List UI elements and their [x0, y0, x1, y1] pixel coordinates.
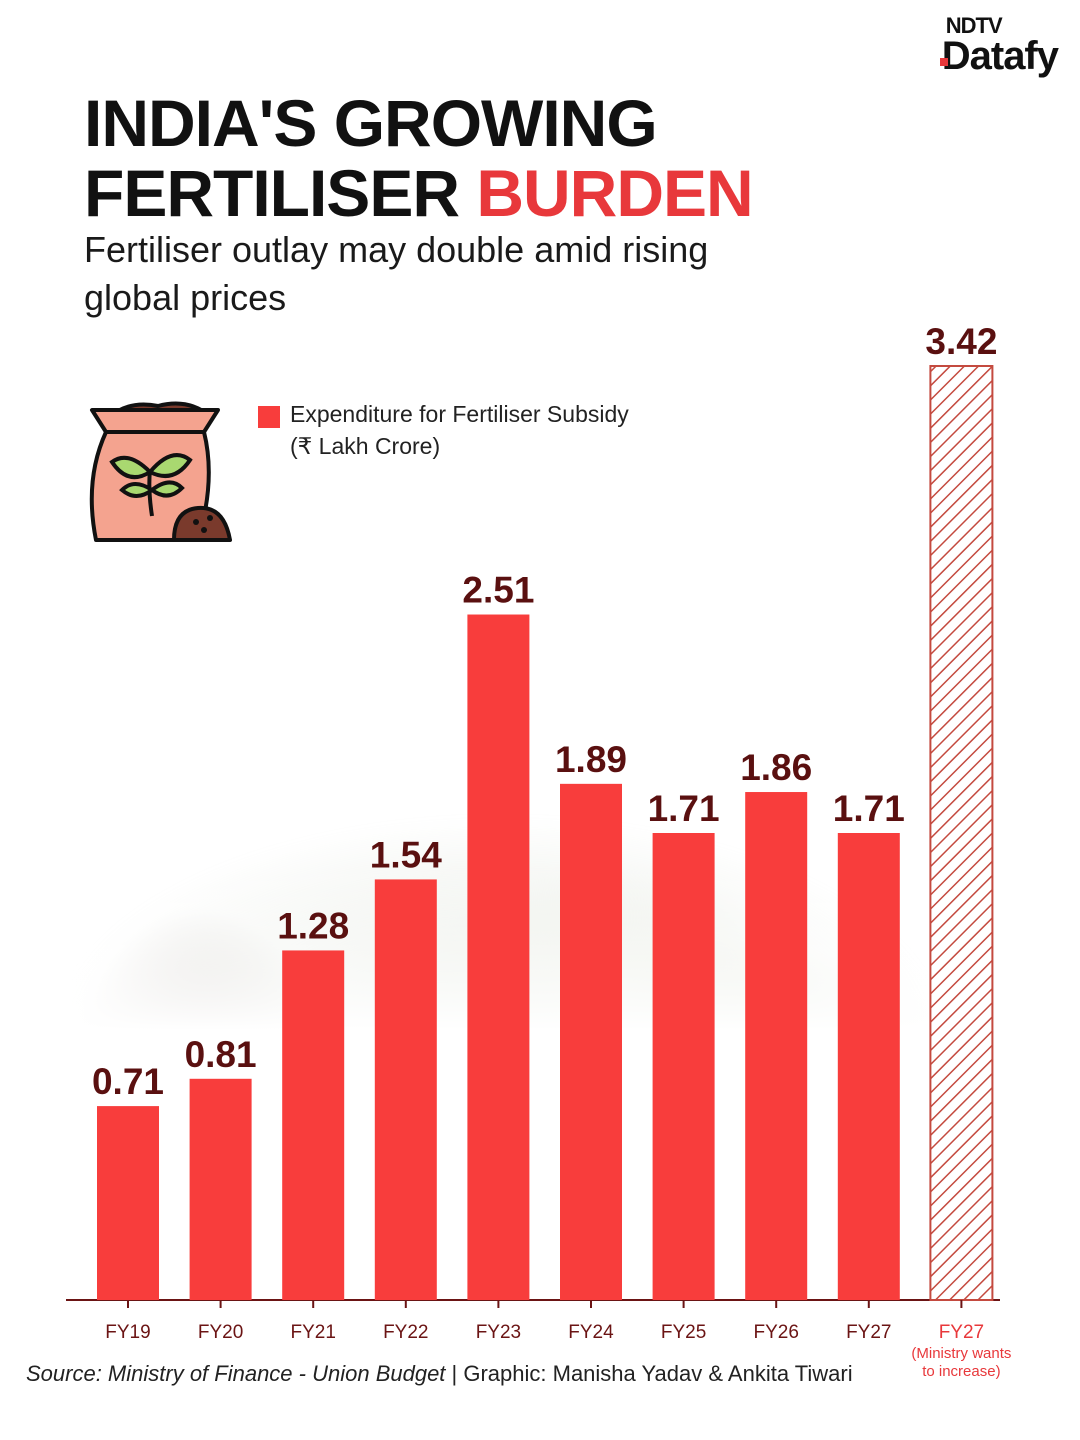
bar-value-label: 1.86	[740, 747, 812, 788]
bar	[97, 1106, 159, 1300]
x-tick-label: FY26	[753, 1322, 798, 1343]
x-tick-label: FY27	[939, 1322, 984, 1343]
bar	[189, 1078, 252, 1300]
bar-projected	[929, 365, 994, 1301]
bar	[745, 792, 808, 1300]
brand-line2: Datafy	[941, 34, 1059, 78]
projected-note-label: (Ministry wants	[911, 1345, 1011, 1362]
bar-value-label: 2.51	[462, 570, 534, 611]
title-line1: INDIA'S GROWING	[84, 86, 658, 160]
legend-swatch	[258, 406, 280, 428]
bar-value-label: 1.89	[555, 739, 627, 780]
title-accent: BURDEN	[476, 156, 753, 230]
source-note: Source: Ministry of Finance - Union Budg…	[26, 1361, 853, 1387]
legend-label: Expenditure for Fertiliser Subsidy	[290, 401, 629, 427]
bar	[282, 950, 345, 1300]
credit-text: | Graphic: Manisha Yadav & Ankita Tiwari	[445, 1361, 853, 1386]
source-text: Source: Ministry of Finance - Union Budg…	[26, 1361, 446, 1386]
bar-value-label: 0.81	[185, 1034, 257, 1075]
fertiliser-bag-icon	[78, 390, 238, 555]
x-tick-label: FY23	[476, 1322, 521, 1343]
x-tick-label: FY20	[198, 1322, 243, 1343]
bar	[837, 833, 900, 1300]
page-subtitle: Fertiliser outlay may double amid rising…	[84, 229, 709, 318]
x-tick-label: FY19	[105, 1322, 150, 1343]
chart-legend: Expenditure for Fertiliser Subsidy (₹ La…	[258, 398, 629, 462]
x-tick-label: FY27	[846, 1322, 891, 1343]
page-title: INDIA'S GROWING FERTILISER BURDEN	[84, 88, 844, 228]
bar-value-label: 1.71	[833, 788, 905, 829]
x-tick-label: FY24	[568, 1322, 614, 1343]
title-line2-part1: FERTILISER	[84, 156, 477, 230]
bar-value-label: 3.42	[925, 321, 997, 362]
bar	[374, 879, 437, 1300]
bar-value-label: 1.28	[277, 905, 349, 946]
bar-value-label: 1.71	[648, 788, 720, 829]
x-tick-label: FY22	[383, 1322, 428, 1343]
bar	[467, 614, 530, 1300]
x-tick-label: FY25	[661, 1322, 706, 1343]
x-tick-label: FY21	[290, 1322, 335, 1343]
brand-line1: NDTV	[945, 13, 1003, 38]
legend-unit: (₹ Lakh Crore)	[290, 433, 441, 459]
bar	[560, 783, 622, 1300]
bar-value-label: 1.54	[370, 834, 442, 875]
title-line2: FERTILISER BURDEN	[84, 158, 844, 228]
bar-value-label: 0.71	[92, 1061, 164, 1102]
brand-dot	[939, 58, 948, 66]
bar	[652, 833, 715, 1300]
projected-note-label: to increase)	[922, 1363, 1000, 1380]
brand-logo: NDTV Datafy	[939, 13, 1059, 78]
